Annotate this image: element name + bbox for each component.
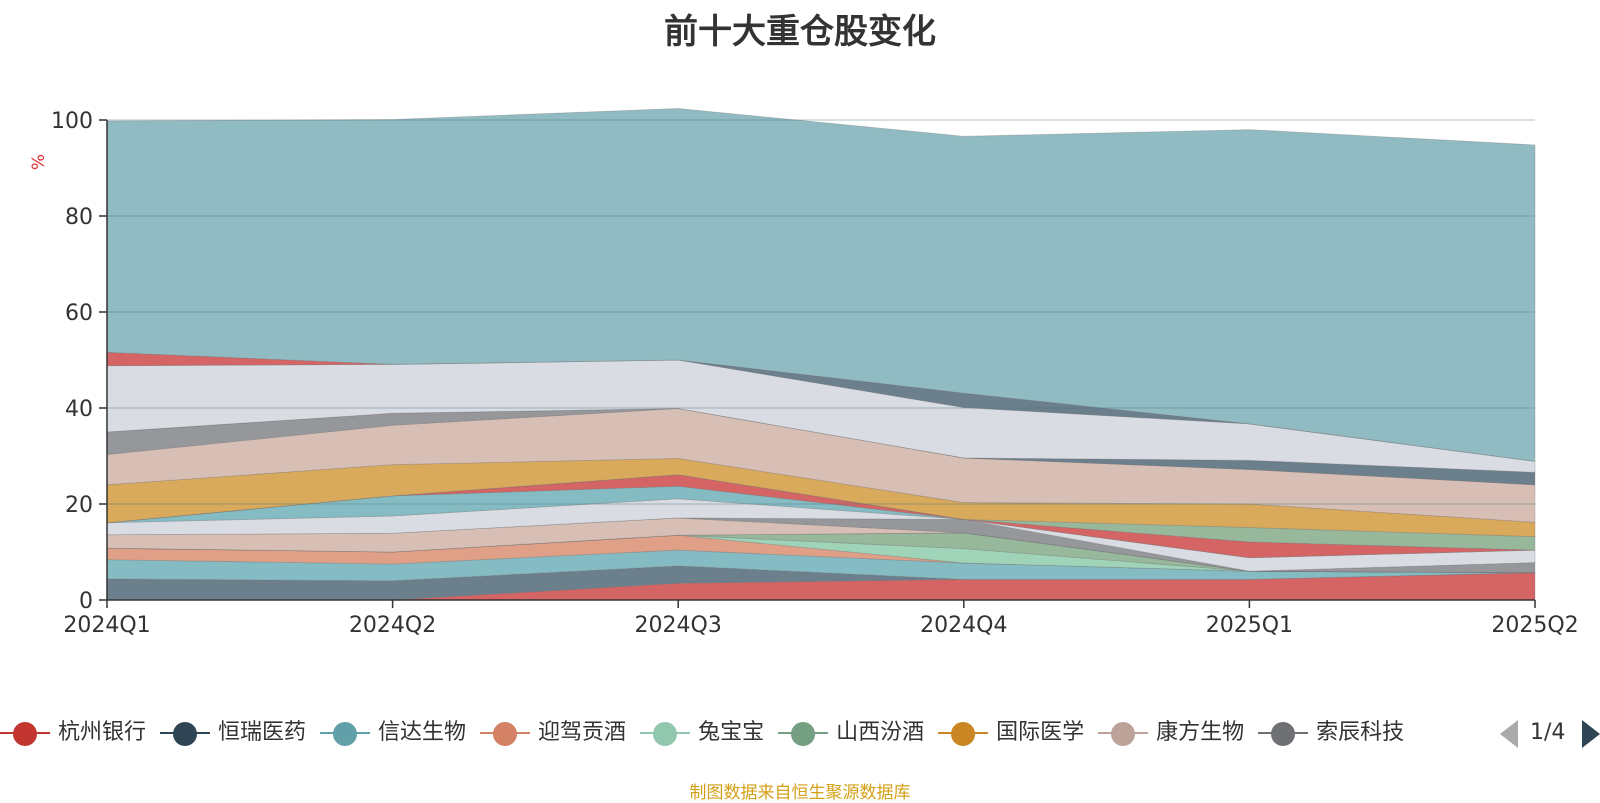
y-axis-label: % xyxy=(29,154,49,170)
legend-label: 恒瑞医药 xyxy=(218,720,307,745)
legend-item[interactable]: 国际医学 xyxy=(938,716,1084,750)
legend-next-page-icon[interactable] xyxy=(1582,720,1600,748)
legend-item[interactable]: 索辰科技 xyxy=(1258,716,1404,750)
legend-dot-icon xyxy=(13,722,37,746)
legend-dot-icon xyxy=(1111,722,1136,746)
x-tick-label: 2024Q3 xyxy=(635,613,722,638)
legend-dot-icon xyxy=(333,722,358,746)
series-area-21 xyxy=(106,108,1536,462)
legend-label: 山西汾酒 xyxy=(836,720,925,745)
legend-item[interactable]: 康方生物 xyxy=(1098,716,1244,750)
legend-page-indicator: 1/4 xyxy=(1530,720,1566,745)
series-area-3 xyxy=(106,549,1536,582)
legend-label: 信达生物 xyxy=(378,720,467,745)
legend-item[interactable]: 恒瑞医药 xyxy=(160,716,306,750)
x-tick-label: 2024Q1 xyxy=(63,613,150,638)
y-tick-label: 100 xyxy=(51,109,93,134)
legend-label: 国际医学 xyxy=(996,720,1085,745)
y-tick-label: 20 xyxy=(65,493,93,518)
legend-label: 迎驾贡酒 xyxy=(538,720,627,745)
x-tick-label: 2024Q2 xyxy=(349,613,436,638)
legend-item[interactable]: 迎驾贡酒 xyxy=(480,716,626,750)
legend-label: 兔宝宝 xyxy=(698,720,765,745)
legend-label: 索辰科技 xyxy=(1316,720,1405,745)
grid-lines xyxy=(107,119,1535,505)
chart-plot: 0 20 40 60 80 100 2024Q1 2024Q2 2024Q3 2024Q4 2025… xyxy=(29,108,1579,638)
chart-title: 前十大重仓股变化 xyxy=(664,12,936,52)
source-note: 制图数据来自恒生聚源数据库 xyxy=(689,783,911,803)
legend-item[interactable]: 兔宝宝 xyxy=(640,716,764,750)
y-tick-label: 0 xyxy=(79,589,93,614)
x-tick-label: 2025Q1 xyxy=(1206,613,1293,638)
legend-dot-icon xyxy=(173,722,198,746)
x-tick-label: 2024Q4 xyxy=(920,613,1007,638)
y-tick-label: 60 xyxy=(65,301,93,326)
stacked-areas xyxy=(106,108,1536,601)
x-tick-label: 2025Q2 xyxy=(1491,613,1578,638)
y-tick-label: 40 xyxy=(65,397,93,422)
legend-pager: 1/4 xyxy=(1500,718,1600,752)
axes: 0 20 40 60 80 100 2024Q1 2024Q2 2024Q3 2024Q4 2025… xyxy=(29,109,1579,638)
legend-item[interactable]: 信达生物 xyxy=(320,716,466,750)
legend-dot-icon xyxy=(493,722,518,746)
legend-dot-icon xyxy=(1271,722,1296,746)
legend-dot-icon xyxy=(791,722,816,746)
legend-dot-icon xyxy=(951,722,976,746)
legend-dot-icon xyxy=(653,722,678,746)
legend-prev-page-icon[interactable] xyxy=(1500,720,1518,748)
legend-label: 康方生物 xyxy=(1156,720,1245,745)
legend-item[interactable]: 杭州银行 xyxy=(0,716,146,750)
legend: 杭州银行 恒瑞医药 信达生物 迎驾贡酒 兔宝宝 山西汾酒 国际医学 康方生物 索辰科技 xyxy=(0,716,1480,750)
legend-item[interactable]: 山西汾酒 xyxy=(778,716,924,750)
legend-label: 杭州银行 xyxy=(58,720,147,745)
y-tick-label: 80 xyxy=(65,205,93,230)
